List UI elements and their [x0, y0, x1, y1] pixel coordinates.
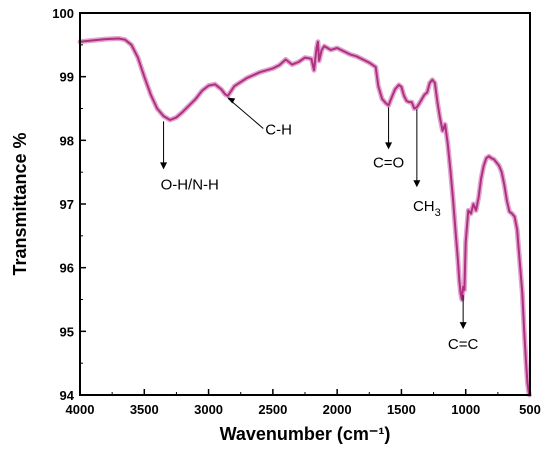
x-tick-label: 3500 — [130, 402, 159, 417]
annotation-label: C=C — [448, 336, 479, 353]
y-axis: 94 95 96 97 98 99 100 — [52, 6, 86, 403]
y-tick-label: 96 — [60, 261, 74, 276]
annotations: O-H/N-H C-H C=O CH3 C=C — [160, 97, 479, 353]
annotation-label: C=O — [373, 154, 404, 171]
x-tick-label: 3000 — [194, 402, 223, 417]
x-tick-label: 2500 — [258, 402, 287, 417]
spectrum-line — [79, 37, 531, 396]
spectrum-series-group — [79, 37, 531, 396]
y-axis-title: Transmittance % — [10, 132, 30, 275]
annotation-2: C-H — [227, 97, 292, 138]
y-tick-label: 94 — [60, 388, 75, 403]
annotation-arrow-line — [227, 98, 264, 129]
annotation-5: C=C — [448, 295, 479, 353]
annotation-arrow-head — [413, 180, 421, 188]
annotation-arrow-head — [385, 142, 393, 150]
annotation-label: C-H — [265, 121, 292, 138]
annotation-label: O-H/N-H — [161, 176, 219, 193]
x-tick-label: 4000 — [66, 402, 95, 417]
x-tick-label: 1000 — [451, 402, 480, 417]
y-tick-label: 97 — [60, 197, 74, 212]
annotation-label: CH3 — [413, 198, 441, 219]
x-tick-label: 2000 — [323, 402, 352, 417]
y-tick-label: 95 — [60, 324, 74, 339]
y-tick-label: 99 — [60, 70, 74, 85]
x-axis-title: Wavenumber (cm⁻¹) — [220, 424, 391, 444]
annotation-4: CH3 — [413, 109, 441, 219]
annotation-3: C=O — [373, 107, 404, 171]
annotation-subscript: 3 — [435, 207, 441, 219]
y-tick-label: 98 — [60, 133, 74, 148]
x-axis: 4000 3500 3000 2500 2000 1500 1000 500 — [66, 389, 541, 417]
x-tick-label: 1500 — [387, 402, 416, 417]
x-tick-label: 500 — [519, 402, 541, 417]
annotation-arrow-head — [227, 97, 236, 104]
annotation-1: O-H/N-H — [160, 121, 219, 193]
annotation-arrow-head — [459, 322, 467, 330]
y-tick-label: 100 — [52, 6, 74, 21]
annotation-arrow-head — [160, 162, 168, 170]
